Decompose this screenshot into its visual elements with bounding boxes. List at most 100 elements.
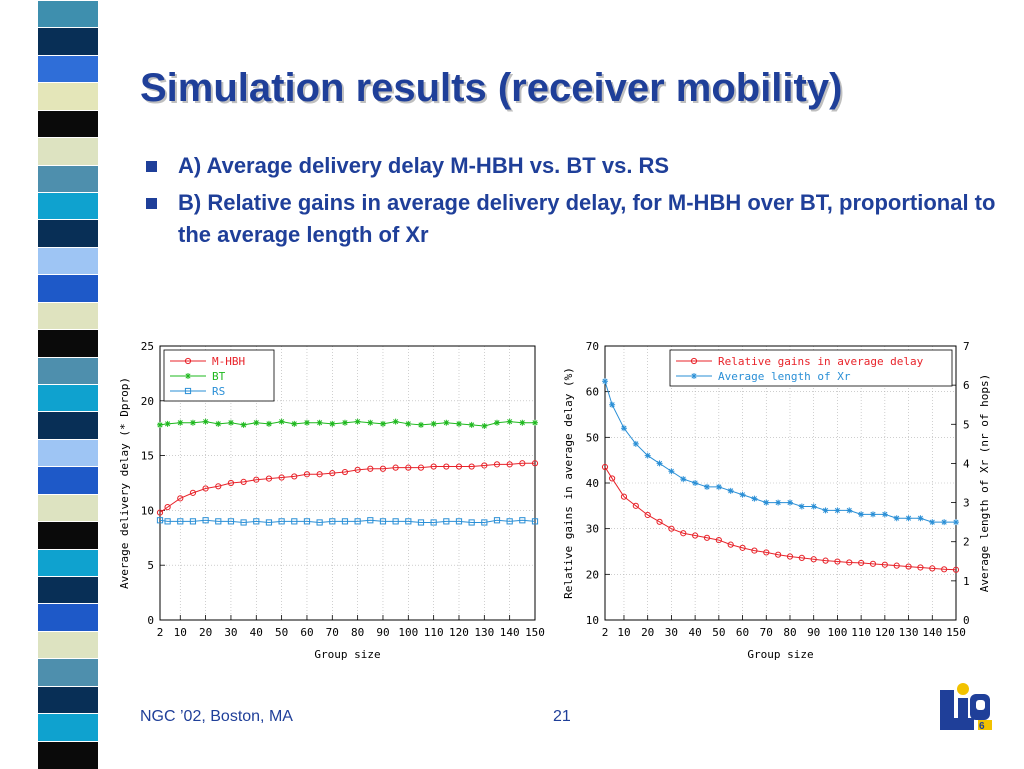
star-marker [519, 419, 526, 426]
slide-title: Simulation results (receiver mobility) [140, 66, 843, 110]
x-tick-label: 2 [157, 626, 164, 639]
circle-marker [184, 357, 192, 365]
y2-tick-label: 3 [963, 497, 970, 510]
square-marker [164, 518, 171, 525]
square-marker [531, 518, 539, 525]
circle-marker [417, 464, 425, 471]
x-tick-label: 90 [376, 626, 389, 639]
x-tick-label: 50 [275, 626, 288, 639]
x-tick-label: 140 [500, 626, 520, 639]
star-marker [468, 421, 475, 428]
star-marker [189, 419, 196, 426]
star-marker [157, 421, 163, 428]
x-axis-label: Group size [747, 648, 813, 661]
x-tick-label: 20 [199, 626, 212, 639]
circle-marker [367, 465, 374, 472]
stripe-segment [38, 246, 98, 276]
series-m-hbh [156, 460, 539, 516]
square-marker [189, 518, 197, 525]
x-tick-label: 70 [760, 626, 773, 639]
circle-marker [240, 478, 247, 486]
stripe-segment [38, 576, 98, 605]
star-marker [798, 503, 805, 510]
circle-marker [680, 530, 687, 537]
star-marker [265, 420, 272, 427]
svg-text:6: 6 [979, 721, 985, 732]
x-tick-label: 30 [224, 626, 237, 639]
circle-marker [392, 464, 399, 471]
x-axis-label: Group size [314, 648, 380, 661]
circle-marker [164, 504, 171, 511]
y-tick-label: 25 [141, 340, 154, 353]
circle-marker [455, 463, 463, 470]
x-tick-label: 90 [807, 626, 820, 639]
stripe-segment [38, 27, 98, 56]
star-marker [291, 420, 298, 427]
y-tick-label: 15 [141, 450, 154, 463]
x-tick-label: 2 [602, 626, 609, 639]
circle-marker [692, 532, 699, 539]
y-tick-label: 40 [586, 477, 599, 490]
stripe-segment [38, 740, 98, 769]
star-marker [367, 419, 374, 426]
x-tick-label: 110 [851, 626, 871, 639]
y2-tick-label: 5 [963, 418, 970, 431]
x-tick-label: 60 [300, 626, 313, 639]
circle-marker [215, 483, 222, 490]
y2-tick-label: 0 [963, 614, 970, 627]
circle-marker [506, 461, 513, 468]
chart-legend: M-HBH BT RS [163, 349, 275, 402]
x-tick-label: 100 [827, 626, 847, 639]
star-marker [379, 420, 386, 427]
star-marker [164, 420, 171, 427]
star-marker [532, 419, 538, 426]
decorative-stripe-bar [38, 0, 98, 769]
x-tick-label: 20 [641, 626, 654, 639]
circle-marker [775, 551, 782, 558]
stripe-segment [38, 466, 98, 495]
y-tick-label: 20 [141, 395, 154, 408]
square-marker [177, 518, 184, 525]
circle-marker [316, 471, 323, 478]
square-marker [430, 519, 437, 526]
star-marker [869, 511, 876, 518]
star-marker [691, 373, 697, 379]
circle-marker [786, 553, 794, 560]
star-marker [822, 507, 829, 514]
star-marker [341, 419, 348, 426]
stripe-segment [38, 630, 98, 660]
star-marker [917, 515, 924, 522]
square-marker [481, 519, 488, 526]
circle-marker [227, 479, 235, 487]
square-marker [354, 518, 361, 525]
y2-tick-label: 4 [963, 457, 970, 470]
circle-marker [858, 559, 865, 567]
page-number: 21 [553, 708, 571, 725]
square-marker [227, 518, 235, 525]
circle-marker [644, 511, 651, 519]
stripe-segment [38, 109, 98, 139]
star-marker [329, 420, 336, 427]
circle-marker [430, 463, 437, 470]
stripe-segment [38, 82, 98, 111]
stripe-segment [38, 54, 98, 84]
square-marker [417, 519, 425, 526]
circle-marker [822, 557, 829, 564]
stripe-segment [38, 301, 98, 331]
bullet-text-b: B) Relative gains in average delivery de… [178, 190, 996, 247]
square-marker [253, 518, 260, 525]
square-marker [493, 517, 501, 524]
circle-marker [810, 556, 817, 563]
star-marker [834, 507, 841, 514]
stripe-segment [38, 219, 98, 248]
x-tick-label: 40 [250, 626, 263, 639]
star-marker [602, 378, 608, 385]
x-tick-label: 150 [946, 626, 966, 639]
x-tick-label: 40 [688, 626, 701, 639]
series-line [159, 462, 535, 513]
star-marker [668, 468, 675, 475]
circle-marker [739, 544, 746, 551]
star-marker [775, 499, 782, 506]
star-marker [430, 420, 437, 427]
circle-marker [929, 565, 936, 572]
